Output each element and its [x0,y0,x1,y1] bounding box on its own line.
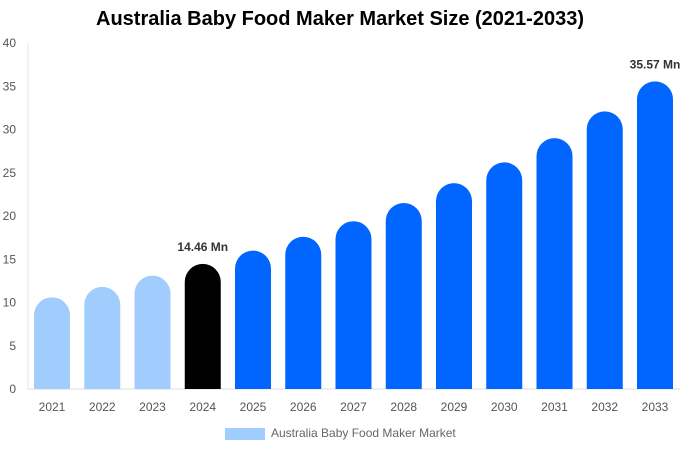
bar-2025 [235,250,271,389]
x-tick-label: 2023 [139,400,166,414]
data-label: 14.46 Mn [177,240,228,254]
x-tick-label: 2029 [441,400,468,414]
y-tick-label: 5 [9,339,16,353]
bar-2033 [637,81,673,389]
bar-2032 [586,111,623,389]
y-tick-label: 15 [3,252,17,266]
x-tick-label: 2028 [390,400,417,414]
chart-title: Australia Baby Food Maker Market Size (2… [96,8,584,30]
x-tick-label: 2024 [189,400,216,414]
bar-2021 [34,297,70,389]
y-tick-label: 40 [3,36,17,50]
bar-2022 [84,286,121,389]
bar-2024 [184,263,221,389]
x-tick-label: 2032 [591,400,618,414]
x-tick-label: 2033 [642,400,669,414]
bar-2026 [285,236,322,389]
y-tick-label: 35 [3,79,17,93]
bar-2023 [134,275,171,389]
y-tick-label: 25 [3,166,17,180]
y-tick-label: 10 [3,296,17,310]
y-tick-label: 20 [3,209,17,223]
y-tick-label: 30 [3,123,17,137]
x-tick-label: 2022 [89,400,116,414]
bar-2030 [486,162,523,389]
bar-2028 [385,203,422,389]
legend-swatch [225,428,265,440]
legend-label[interactable]: Australia Baby Food Maker Market [271,426,456,440]
data-label: 35.57 Mn [630,57,680,71]
x-tick-label: 2025 [240,400,267,414]
x-tick-label: 2031 [541,400,568,414]
x-tick-label: 2021 [39,400,66,414]
x-tick-label: 2026 [290,400,317,414]
bar-2027 [335,221,372,389]
y-tick-label: 0 [9,382,16,396]
x-tick-label: 2030 [491,400,518,414]
bar-2029 [436,183,472,389]
x-tick-label: 2027 [340,400,367,414]
bar-2031 [536,138,573,389]
